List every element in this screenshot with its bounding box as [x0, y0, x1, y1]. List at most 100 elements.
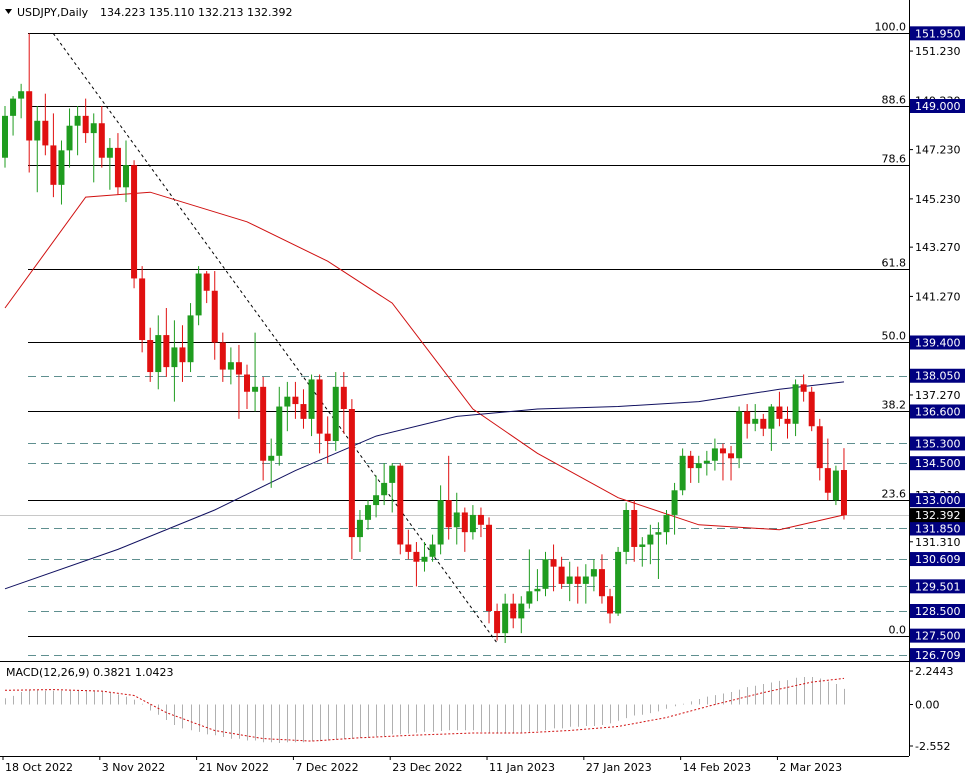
candle-33: [268, 438, 275, 488]
candle-body: [195, 273, 202, 316]
candle-100: [808, 386, 815, 432]
candle-57: [461, 507, 468, 552]
candle-body: [58, 150, 65, 185]
candle-74: [598, 554, 605, 604]
candle-69: [558, 556, 565, 589]
candle-36: [292, 381, 299, 419]
candle-46: [373, 475, 380, 518]
candle-body: [244, 374, 251, 392]
candle-body: [106, 147, 113, 158]
candle-body: [776, 406, 783, 419]
macd-tick-0: 2.2443: [915, 665, 954, 678]
candle-body: [66, 125, 73, 151]
level-box-label-12: 127.500: [915, 630, 961, 643]
candle-body: [219, 342, 226, 370]
candle-body: [445, 500, 452, 528]
candle-body: [784, 418, 791, 424]
candle-80: [647, 524, 654, 565]
candle-body: [300, 404, 307, 419]
candle-86: [695, 455, 702, 483]
candle-18: [147, 327, 154, 382]
candle-6: [50, 113, 57, 198]
candle-body: [292, 396, 299, 405]
candle-21: [171, 320, 178, 402]
candle-58: [469, 505, 476, 540]
candle-65: [526, 549, 533, 609]
date-label-4: 23 Dec 2022: [392, 761, 462, 774]
candle-76: [615, 546, 622, 616]
level-box-label-8: 131.850: [915, 522, 961, 535]
candle-body: [486, 524, 493, 611]
candle-7: [58, 140, 65, 205]
current-price-box: [910, 508, 965, 523]
level-box-label-10: 129.501: [915, 580, 961, 593]
date-label-5: 11 Jan 2023: [489, 761, 555, 774]
candle-101: [816, 418, 823, 481]
candle-93: [752, 404, 759, 432]
candle-body: [18, 91, 25, 99]
candle-body: [752, 418, 759, 424]
candle-77: [623, 502, 630, 565]
level-box-9: [910, 552, 965, 567]
candle-body: [631, 510, 638, 547]
candle-38: [308, 374, 315, 437]
fib-label-4: 50.0: [882, 330, 907, 343]
level-box-12: [910, 628, 965, 643]
candle-41: [332, 372, 339, 451]
candle-63: [510, 593, 517, 629]
candle-31: [252, 332, 259, 412]
price-tick-4: 143.270: [915, 241, 961, 254]
candle-body: [316, 379, 323, 434]
candle-body: [671, 490, 678, 515]
candle-body: [582, 576, 589, 584]
moving-average-short: [4, 191, 845, 531]
candle-34: [276, 386, 283, 466]
dropdown-triangle-icon[interactable]: [5, 9, 12, 14]
candle-body: [502, 603, 509, 634]
fib-label-0: 100.0: [875, 21, 907, 34]
candle-body: [203, 273, 210, 291]
candle-body: [695, 463, 702, 469]
level-box-2: [910, 335, 965, 350]
candle-9: [74, 106, 81, 156]
main-price-pane: 100.0 88.6 78.6 61.8 50.0 38.2 23.6 0.0: [0, 20, 909, 656]
level-box-label-4: 136.600: [915, 405, 961, 418]
candle-body: [171, 347, 178, 368]
candle-body: [98, 123, 105, 158]
candle-90: [728, 445, 735, 481]
candle-50: [405, 529, 412, 560]
level-box-label-1: 149.000: [915, 100, 961, 113]
date-label-8: 2 Mar 2023: [779, 761, 842, 774]
candle-66: [534, 569, 541, 602]
candle-53: [429, 534, 436, 562]
candle-body: [42, 120, 49, 146]
price-axis-ticks: 151.230149.230147.230145.230143.270141.2…: [909, 45, 961, 549]
candle-92: [744, 404, 751, 439]
macd-pane: [0, 661, 909, 744]
candle-body: [623, 510, 630, 552]
candle-body: [558, 566, 565, 584]
candle-body: [816, 426, 823, 469]
candle-body: [808, 391, 815, 427]
candle-body: [768, 406, 775, 429]
candle-28: [227, 347, 234, 385]
candle-body: [615, 551, 622, 614]
candle-body: [647, 534, 654, 545]
candle-body: [840, 470, 847, 516]
date-label-0: 18 Oct 2022: [5, 761, 73, 774]
level-box-8: [910, 521, 965, 536]
candle-body: [736, 411, 743, 459]
candle-body: [477, 514, 484, 525]
candle-body: [114, 147, 121, 188]
level-price-boxes: 151.950 149.000 139.400 138.050 136.600 135.3…: [910, 26, 965, 663]
candle-body: [469, 514, 476, 533]
candle-body: [687, 455, 694, 469]
candle-body: [82, 115, 89, 134]
candle-30: [244, 364, 251, 409]
candle-body: [252, 386, 259, 392]
date-label-2: 21 Nov 2022: [199, 761, 269, 774]
candle-73: [590, 559, 597, 592]
level-box-6: [910, 456, 965, 471]
